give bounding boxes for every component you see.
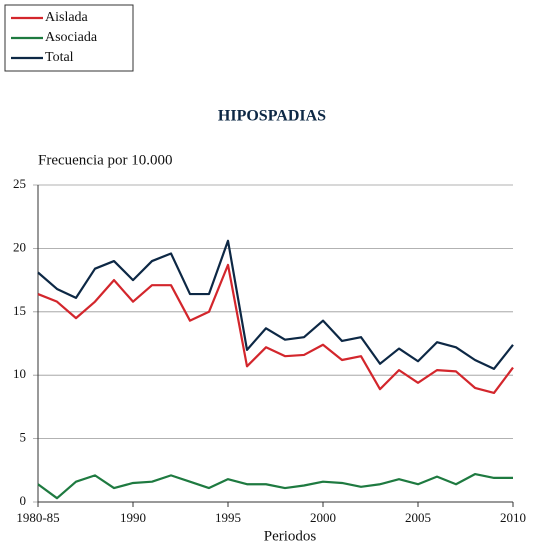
y-tick-label: 0 [20,493,27,508]
y-tick-label: 20 [13,239,26,254]
x-tick-label: 2005 [405,510,431,525]
chart-title: HIPOSPADIAS [218,108,326,125]
legend-label: Asociada [45,30,98,45]
y-tick-label: 5 [20,430,27,445]
y-tick-label: 10 [13,366,26,381]
x-tick-label: 2010 [500,510,526,525]
x-tick-label: 1990 [120,510,146,525]
y-tick-label: 25 [13,176,26,191]
y-axis-label: Frecuencia por 10.000 [38,152,173,168]
x-tick-label: 1980-85 [16,510,59,525]
series-line [37,263,514,395]
series-line [37,239,514,370]
series-line [37,473,513,500]
x-axis-label: Periodos [264,528,317,544]
x-tick-label: 2000 [310,510,336,525]
y-tick-label: 15 [13,303,26,318]
legend-label: Aislada [45,10,89,25]
legend-label: Total [45,50,74,65]
x-tick-label: 1995 [215,510,241,525]
